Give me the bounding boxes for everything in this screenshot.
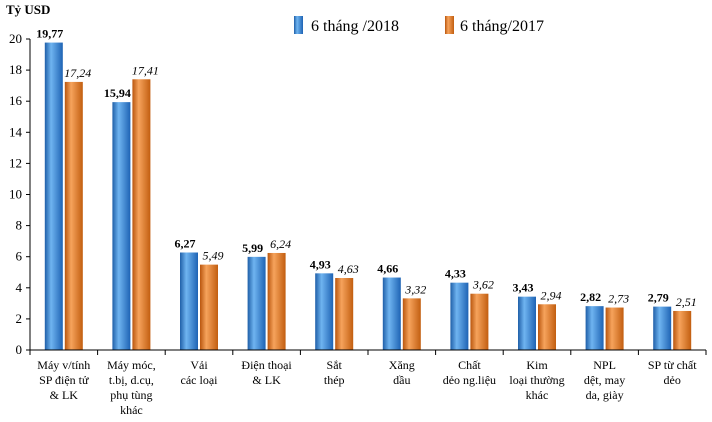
bar-2018 bbox=[112, 102, 131, 351]
y-tick-label: 0 bbox=[16, 342, 23, 357]
bar-2017 bbox=[673, 310, 692, 350]
data-label-2017: 17,41 bbox=[132, 63, 159, 77]
y-tick-label: 12 bbox=[9, 155, 22, 170]
y-tick-label: 4 bbox=[16, 280, 23, 295]
data-label-2017: 3,32 bbox=[404, 282, 426, 296]
bar-2018 bbox=[44, 42, 63, 350]
bar-2017 bbox=[132, 79, 151, 350]
legend-label-2018: 6 tháng /2018 bbox=[311, 18, 399, 35]
data-label-2017: 17,24 bbox=[64, 66, 91, 80]
data-label-2018: 19,77 bbox=[36, 27, 63, 41]
data-label-2017: 3,62 bbox=[472, 278, 494, 292]
x-category-label: Sắt thép bbox=[324, 358, 345, 387]
y-tick-label: 20 bbox=[9, 31, 22, 46]
x-category-label: Xăng dầu bbox=[389, 358, 415, 387]
data-label-2018: 2,82 bbox=[580, 290, 601, 304]
x-category-label: Máy móc, t.bị, d.cụ, phụ tùng khác bbox=[107, 358, 156, 417]
bar-2017 bbox=[64, 81, 83, 350]
data-label-2018: 4,33 bbox=[445, 267, 466, 281]
bar-2017 bbox=[538, 304, 556, 350]
data-label-2017: 2,94 bbox=[541, 288, 562, 302]
x-category-label: Điện thoại & LK bbox=[241, 358, 292, 387]
bar-2017 bbox=[200, 264, 218, 350]
bar-2017 bbox=[335, 278, 354, 350]
bar-2018 bbox=[382, 277, 401, 350]
bar-2017 bbox=[402, 298, 421, 350]
data-label-2018: 4,93 bbox=[310, 257, 331, 271]
x-category-label: NPL dệt, may da, giày bbox=[584, 358, 625, 402]
legend-swatch-2017 bbox=[445, 16, 454, 34]
data-label-2017: 4,63 bbox=[338, 262, 359, 276]
bar-2018 bbox=[518, 296, 536, 350]
bar-2018 bbox=[653, 306, 672, 350]
legend: 6 tháng /2018 6 tháng/2017 bbox=[294, 16, 544, 35]
y-tick-label: 8 bbox=[16, 218, 23, 233]
legend-swatch-2018 bbox=[294, 16, 303, 34]
bar-2017 bbox=[605, 307, 624, 350]
data-label-2018: 4,66 bbox=[377, 262, 398, 276]
x-category-label: Máy v/tính SP điện tử & LK bbox=[37, 358, 90, 402]
bar-2017 bbox=[470, 293, 489, 350]
y-axis: 0 2 4 6 8 10 12 14 16 18 20 bbox=[9, 31, 31, 357]
y-tick-label: 14 bbox=[9, 124, 23, 139]
legend-label-2017: 6 tháng/2017 bbox=[460, 18, 544, 35]
data-label-2018: 3,43 bbox=[513, 281, 534, 295]
bar-2017 bbox=[267, 252, 286, 350]
data-label-2018: 6,27 bbox=[175, 237, 196, 251]
data-label-2017: 2,73 bbox=[608, 292, 629, 306]
data-label-2018: 2,79 bbox=[648, 291, 669, 305]
data-label-2017: 6,24 bbox=[270, 237, 291, 251]
x-category-label: Kim loại thường khác bbox=[509, 358, 564, 402]
x-category-label: Chất dẻo ng.liệu bbox=[443, 358, 496, 387]
bars: 19,77 15,94 6,27 5,99 4,93 4,66 4,33 3,43 2,82 2,… bbox=[36, 27, 697, 351]
y-tick-label: 16 bbox=[9, 93, 23, 108]
bar-2018 bbox=[315, 273, 334, 350]
bar-2018 bbox=[247, 256, 266, 350]
x-axis: Máy v/tính SP điện tử & LK Máy móc, t.bị, d.… bbox=[29, 349, 707, 417]
y-tick-label: 18 bbox=[9, 62, 22, 77]
y-tick-label: 10 bbox=[9, 187, 22, 202]
data-label-2018: 15,94 bbox=[104, 86, 131, 100]
bar-2018 bbox=[180, 252, 198, 350]
bar-2018 bbox=[585, 306, 604, 350]
y-axis-label: Tỷ USD bbox=[6, 2, 50, 17]
data-label-2018: 5,99 bbox=[242, 241, 263, 255]
y-tick-label: 6 bbox=[16, 249, 23, 264]
y-tick-label: 2 bbox=[16, 311, 23, 326]
x-category-label: Vải các loại bbox=[181, 358, 219, 387]
x-category-label: SP từ chất dẻo bbox=[648, 358, 697, 387]
data-label-2017: 2,51 bbox=[676, 295, 697, 309]
bar-2018 bbox=[450, 282, 469, 350]
data-label-2017: 5,49 bbox=[203, 249, 224, 263]
